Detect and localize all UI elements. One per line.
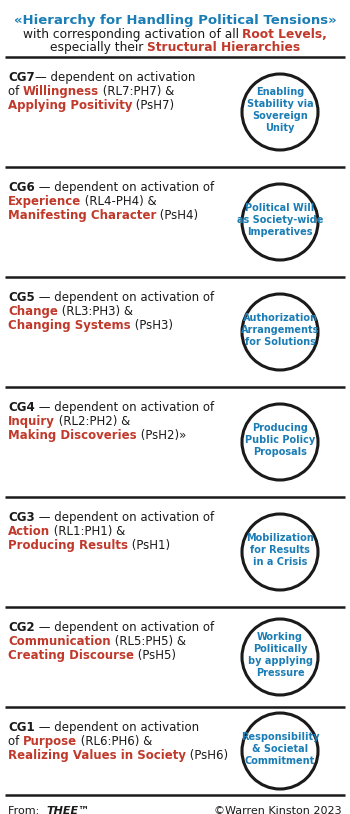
Text: Realizing Values in Society: Realizing Values in Society (8, 749, 186, 762)
Text: (RL5:PH5) &: (RL5:PH5) & (111, 635, 186, 648)
Text: Enabling
Stability via
Sovereign
Unity: Enabling Stability via Sovereign Unity (247, 87, 313, 133)
Text: Producing
Public Policy
Proposals: Producing Public Policy Proposals (245, 423, 315, 457)
Text: — dependent on activation: — dependent on activation (35, 71, 195, 84)
Text: — dependent on activation of: — dependent on activation of (35, 621, 214, 634)
Text: (RL1:PH1) &: (RL1:PH1) & (50, 525, 125, 538)
Text: ©Warren Kinston 2023: ©Warren Kinston 2023 (214, 806, 342, 814)
Text: Action: Action (8, 525, 50, 538)
Text: (PsH7): (PsH7) (133, 99, 175, 112)
Text: (PsH3): (PsH3) (131, 319, 173, 332)
Text: of: of (8, 85, 23, 98)
Text: Inquiry: Inquiry (8, 415, 55, 428)
Text: CG7: CG7 (8, 71, 35, 84)
Text: Making Discoveries: Making Discoveries (8, 429, 136, 442)
Text: Creating Discourse: Creating Discourse (8, 649, 134, 662)
Text: (PsH6): (PsH6) (186, 749, 228, 762)
Text: Experience: Experience (8, 195, 81, 208)
Text: Willingness: Willingness (23, 85, 99, 98)
Text: (RL3:PH3) &: (RL3:PH3) & (58, 305, 133, 318)
Text: Manifesting Character: Manifesting Character (8, 209, 156, 222)
Text: (RL6:PH6) &: (RL6:PH6) & (77, 735, 152, 748)
Text: (RL4-PH4) &: (RL4-PH4) & (81, 195, 157, 208)
Text: Authorization
Arrangements
for Solutions: Authorization Arrangements for Solutions (241, 313, 319, 347)
Text: Responsibility
& Societal
Commitment: Responsibility & Societal Commitment (241, 732, 319, 766)
Text: Working
Politically
by applying
Pressure: Working Politically by applying Pressure (247, 632, 313, 678)
Text: Political Will
as Society-wide
Imperatives: Political Will as Society-wide Imperativ… (237, 203, 323, 237)
Text: «Hierarchy for Handling Political Tensions»: «Hierarchy for Handling Political Tensio… (14, 14, 336, 27)
Text: CG3: CG3 (8, 511, 35, 524)
Text: CG2: CG2 (8, 621, 35, 634)
Text: Change: Change (8, 305, 58, 318)
Text: (RL7:PH7) &: (RL7:PH7) & (99, 85, 174, 98)
Text: — dependent on activation of: — dependent on activation of (35, 181, 214, 194)
Text: (PsH5): (PsH5) (134, 649, 176, 662)
Text: (RL2:PH2) &: (RL2:PH2) & (55, 415, 130, 428)
Text: CG1: CG1 (8, 721, 35, 734)
Text: — dependent on activation of: — dependent on activation of (35, 511, 214, 524)
Text: — dependent on activation of: — dependent on activation of (35, 401, 214, 414)
Text: of: of (8, 735, 23, 748)
Text: THEE™: THEE™ (46, 806, 90, 814)
Text: Root Levels,: Root Levels, (243, 28, 327, 41)
Text: Applying Positivity: Applying Positivity (8, 99, 133, 112)
Text: From:: From: (8, 806, 46, 814)
Text: CG5: CG5 (8, 291, 35, 304)
Text: especially their: especially their (50, 41, 147, 54)
Text: Changing Systems: Changing Systems (8, 319, 131, 332)
Text: CG6: CG6 (8, 181, 35, 194)
Text: with corresponding activation of all: with corresponding activation of all (23, 28, 243, 41)
Text: Communication: Communication (8, 635, 111, 648)
Text: Mobilization
for Results
in a Crisis: Mobilization for Results in a Crisis (246, 533, 314, 567)
Text: — dependent on activation: — dependent on activation (35, 721, 199, 734)
Text: CG4: CG4 (8, 401, 35, 414)
Text: Producing Results: Producing Results (8, 539, 128, 552)
Text: Structural Hierarchies: Structural Hierarchies (147, 41, 300, 54)
Text: — dependent on activation of: — dependent on activation of (35, 291, 214, 304)
Text: (PsH2)»: (PsH2)» (136, 429, 186, 442)
Text: (PsH1): (PsH1) (128, 539, 170, 552)
Text: Purpose: Purpose (23, 735, 77, 748)
Text: (PsH4): (PsH4) (156, 209, 198, 222)
